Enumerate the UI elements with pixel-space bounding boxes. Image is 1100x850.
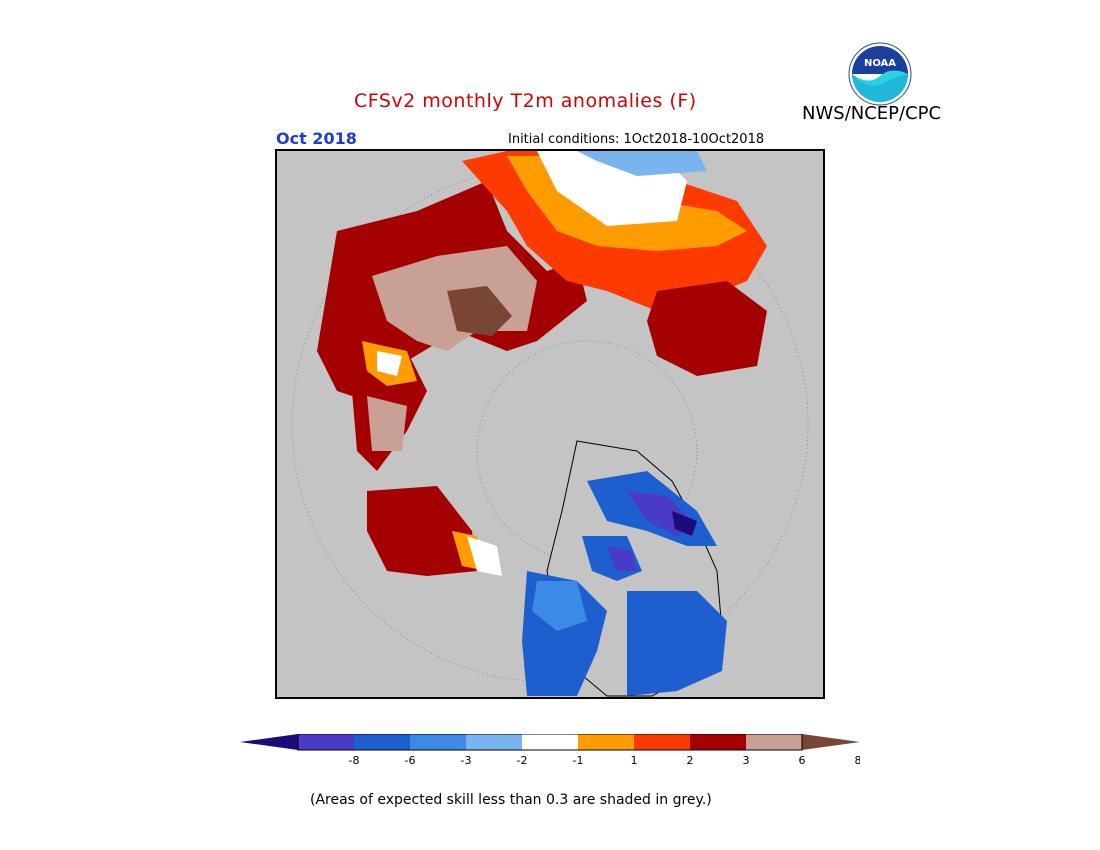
colorbar-segment: [690, 734, 746, 750]
colorbar-segment: [298, 734, 354, 750]
latitude-circle: [291, 165, 809, 683]
colorbar-tick-label: 3: [743, 754, 750, 767]
alaska-warm: [367, 486, 477, 576]
colorbar-segment: [522, 734, 578, 750]
eastern-canada-cold: [627, 591, 727, 696]
colorbar-tick-label: 6: [799, 754, 806, 767]
east-siberia-moderate: [367, 396, 407, 451]
colorbar-tick-label: -6: [405, 754, 416, 767]
colorbar-tick-label: -2: [517, 754, 528, 767]
colorbar-tick-label: -3: [461, 754, 472, 767]
colorbar-segment: [578, 734, 634, 750]
colorbar-border: [297, 733, 803, 751]
yakutia-white-spot: [377, 351, 402, 376]
initial-conditions: Initial conditions: 1Oct2018-10Oct2018: [508, 132, 765, 147]
colorbar-segment: [410, 734, 466, 750]
footnote: (Areas of expected skill less than 0.3 a…: [310, 792, 712, 808]
archipelago-strong-cold: [607, 546, 637, 571]
colorbar-segment: [634, 734, 690, 750]
scandinavia-warm: [647, 281, 767, 376]
noaa-logo: NOAA: [848, 42, 912, 106]
colorbar-tick-label: 8: [855, 754, 861, 767]
colorbar: -8 -6 -3 -2 -1 1 2 3 6 8: [240, 733, 862, 774]
alaska-white: [467, 536, 502, 576]
colorbar-tick-label: -8: [349, 754, 360, 767]
forecast-month: Oct 2018: [276, 129, 357, 148]
colorbar-arrow-high: [802, 734, 860, 750]
colorbar-tick-label: -1: [573, 754, 584, 767]
logo-text: NOAA: [864, 58, 896, 69]
agency-label: NWS/NCEP/CPC: [802, 103, 942, 124]
chart-title: CFSv2 monthly T2m anomalies (F): [354, 90, 697, 112]
colorbar-arrow-low: [240, 734, 298, 750]
siberia-strong-region: [447, 286, 512, 336]
arctic-light-blue: [577, 151, 707, 176]
colorbar-segment: [354, 734, 410, 750]
hudson-bay-cold: [532, 581, 587, 631]
colorbar-tick-label: 1: [631, 754, 638, 767]
colorbar-tick-label: 2: [687, 754, 694, 767]
colorbar-segment: [466, 734, 522, 750]
polar-map: [275, 149, 825, 699]
colorbar-segment: [746, 734, 802, 750]
baffin-extreme-cold: [672, 511, 697, 536]
